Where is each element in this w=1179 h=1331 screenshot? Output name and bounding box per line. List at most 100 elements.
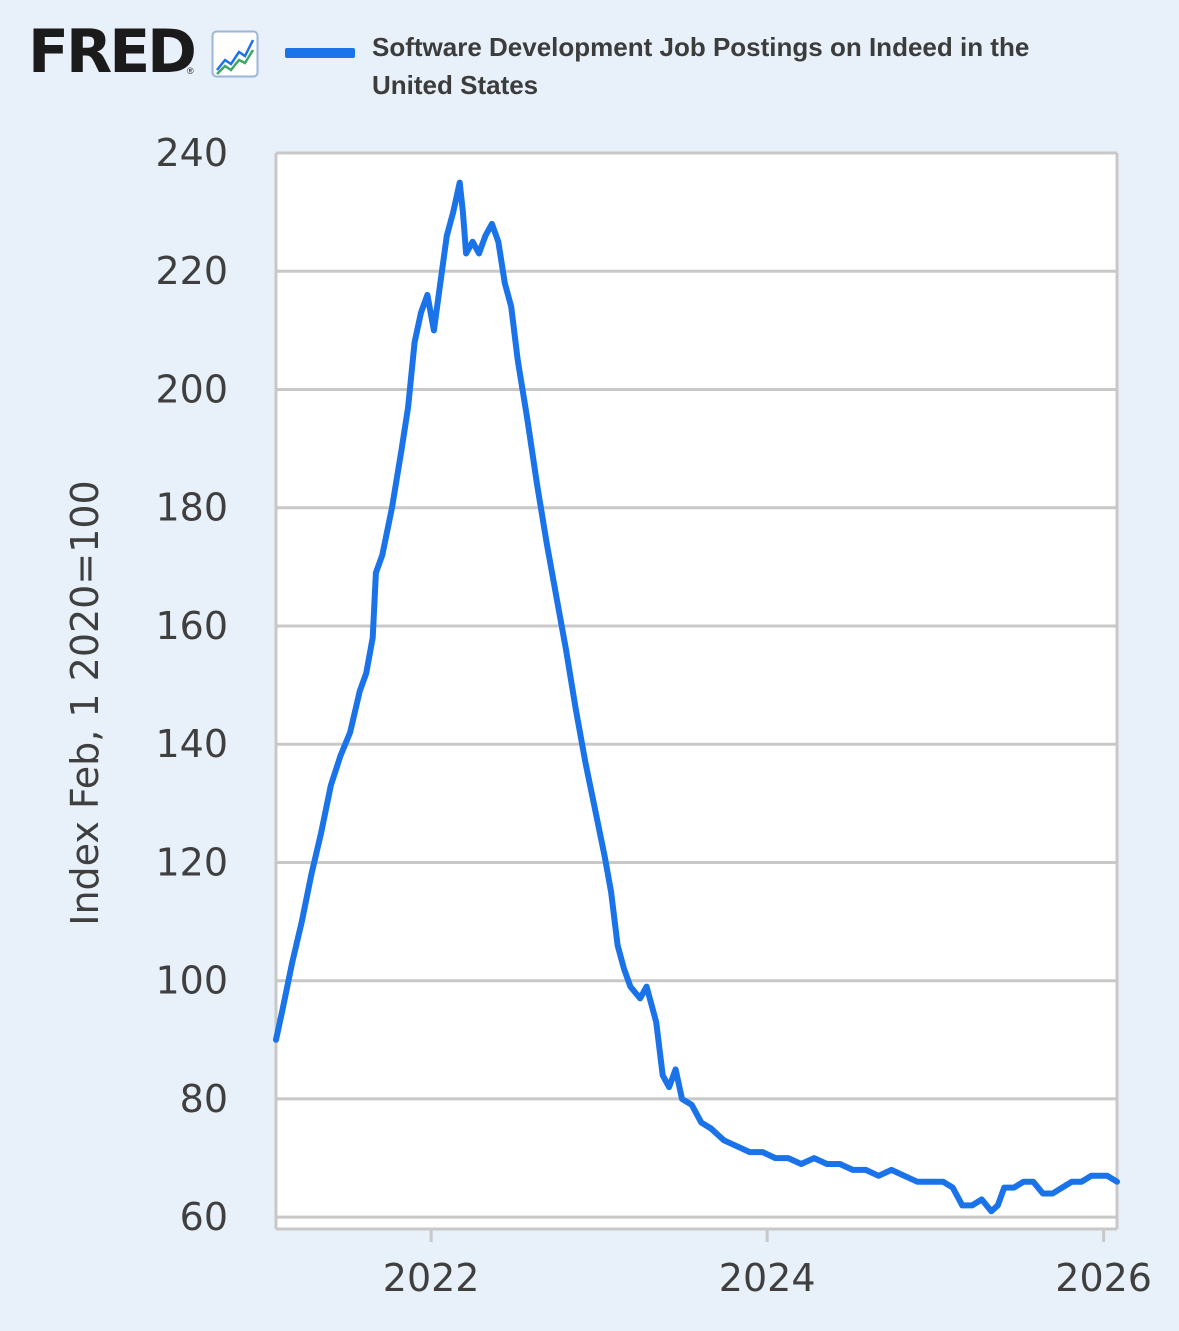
data-point: [760, 1149, 766, 1155]
data-point: [837, 1161, 843, 1167]
data-point: [1059, 1185, 1065, 1191]
data-point: [621, 966, 627, 972]
data-point: [363, 670, 369, 676]
data-point: [679, 1096, 685, 1102]
y-tick-label: 100: [155, 959, 228, 1003]
data-point: [689, 1102, 695, 1108]
data-point: [328, 783, 334, 789]
y-axis-title: Index Feb, 1 2020=100: [63, 480, 107, 925]
y-tick-label: 140: [155, 722, 228, 766]
fred-logo[interactable]: FRED: [28, 17, 197, 87]
data-point: [734, 1143, 740, 1149]
data-point: [476, 251, 482, 256]
x-tick-label: 2026: [1055, 1256, 1152, 1300]
chart-header: FRED ® Software Development Job Postings…: [0, 0, 1179, 120]
data-point: [653, 1019, 659, 1025]
data-point: [1098, 1173, 1104, 1179]
data-point: [308, 871, 314, 877]
data-point: [995, 1202, 1001, 1208]
data-point: [1069, 1179, 1075, 1185]
data-point: [495, 239, 501, 245]
data-point: [988, 1208, 994, 1214]
data-point: [418, 310, 424, 316]
data-point: [482, 233, 488, 239]
data-point: [876, 1173, 882, 1179]
data-point: [592, 806, 598, 812]
data-point: [708, 1126, 714, 1131]
data-point: [437, 280, 443, 286]
y-tick-label: 160: [155, 604, 228, 648]
data-point: [969, 1202, 975, 1208]
line-chart-icon: [211, 30, 259, 78]
data-point: [1079, 1179, 1085, 1185]
data-point: [460, 209, 466, 215]
data-point: [337, 753, 343, 759]
data-point: [850, 1167, 856, 1173]
data-point: [798, 1161, 804, 1167]
data-point: [444, 233, 450, 239]
y-tick-label: 80: [180, 1077, 228, 1121]
data-point: [573, 706, 579, 712]
data-point: [389, 505, 395, 511]
data-point: [811, 1155, 817, 1161]
data-point: [1114, 1179, 1120, 1185]
data-point: [1021, 1179, 1027, 1185]
data-point: [370, 635, 376, 641]
data-point: [666, 1084, 672, 1090]
y-tick-label: 220: [155, 249, 228, 293]
data-point: [470, 239, 476, 245]
data-point: [914, 1179, 920, 1185]
data-point: [489, 221, 495, 227]
data-point: [1050, 1191, 1056, 1196]
data-point: [660, 1072, 666, 1078]
data-point: [450, 209, 456, 215]
data-point: [399, 446, 405, 452]
y-tick-label: 200: [155, 367, 228, 411]
data-point: [299, 919, 305, 925]
data-point: [463, 251, 469, 256]
data-point: [824, 1161, 830, 1167]
data-point: [627, 984, 633, 990]
data-point: [644, 984, 650, 990]
data-point: [901, 1173, 907, 1179]
data-point: [950, 1185, 956, 1191]
data-point: [424, 292, 430, 298]
data-point: [534, 481, 540, 487]
data-point: [357, 688, 363, 694]
legend-swatch: [285, 48, 355, 58]
data-point: [602, 854, 608, 859]
data-point: [785, 1155, 791, 1161]
data-point: [721, 1137, 727, 1143]
data-point: [273, 1037, 279, 1043]
data-point: [637, 995, 643, 1001]
data-point: [959, 1202, 965, 1208]
data-point: [524, 416, 530, 422]
data-point: [979, 1196, 985, 1202]
data-point: [412, 339, 418, 345]
data-point: [747, 1149, 753, 1155]
data-point: [1011, 1185, 1017, 1191]
data-point: [863, 1167, 869, 1173]
data-point: [673, 1066, 679, 1072]
data-point: [608, 889, 614, 895]
y-tick-label: 180: [155, 486, 228, 530]
data-point: [1040, 1191, 1046, 1196]
data-point: [373, 570, 379, 576]
x-tick-label: 2022: [383, 1256, 480, 1300]
data-point: [582, 759, 588, 765]
data-point: [563, 647, 569, 653]
data-point: [1088, 1173, 1094, 1179]
data-point: [615, 942, 621, 948]
data-point: [431, 327, 437, 333]
data-point: [772, 1155, 778, 1161]
y-tick-label: 60: [180, 1195, 228, 1239]
data-point: [502, 280, 508, 286]
data-point: [379, 552, 385, 558]
data-point: [888, 1167, 894, 1173]
x-tick-label: 2024: [719, 1256, 816, 1300]
data-point: [1030, 1179, 1036, 1185]
y-tick-label: 120: [155, 840, 228, 884]
data-point: [289, 960, 295, 966]
